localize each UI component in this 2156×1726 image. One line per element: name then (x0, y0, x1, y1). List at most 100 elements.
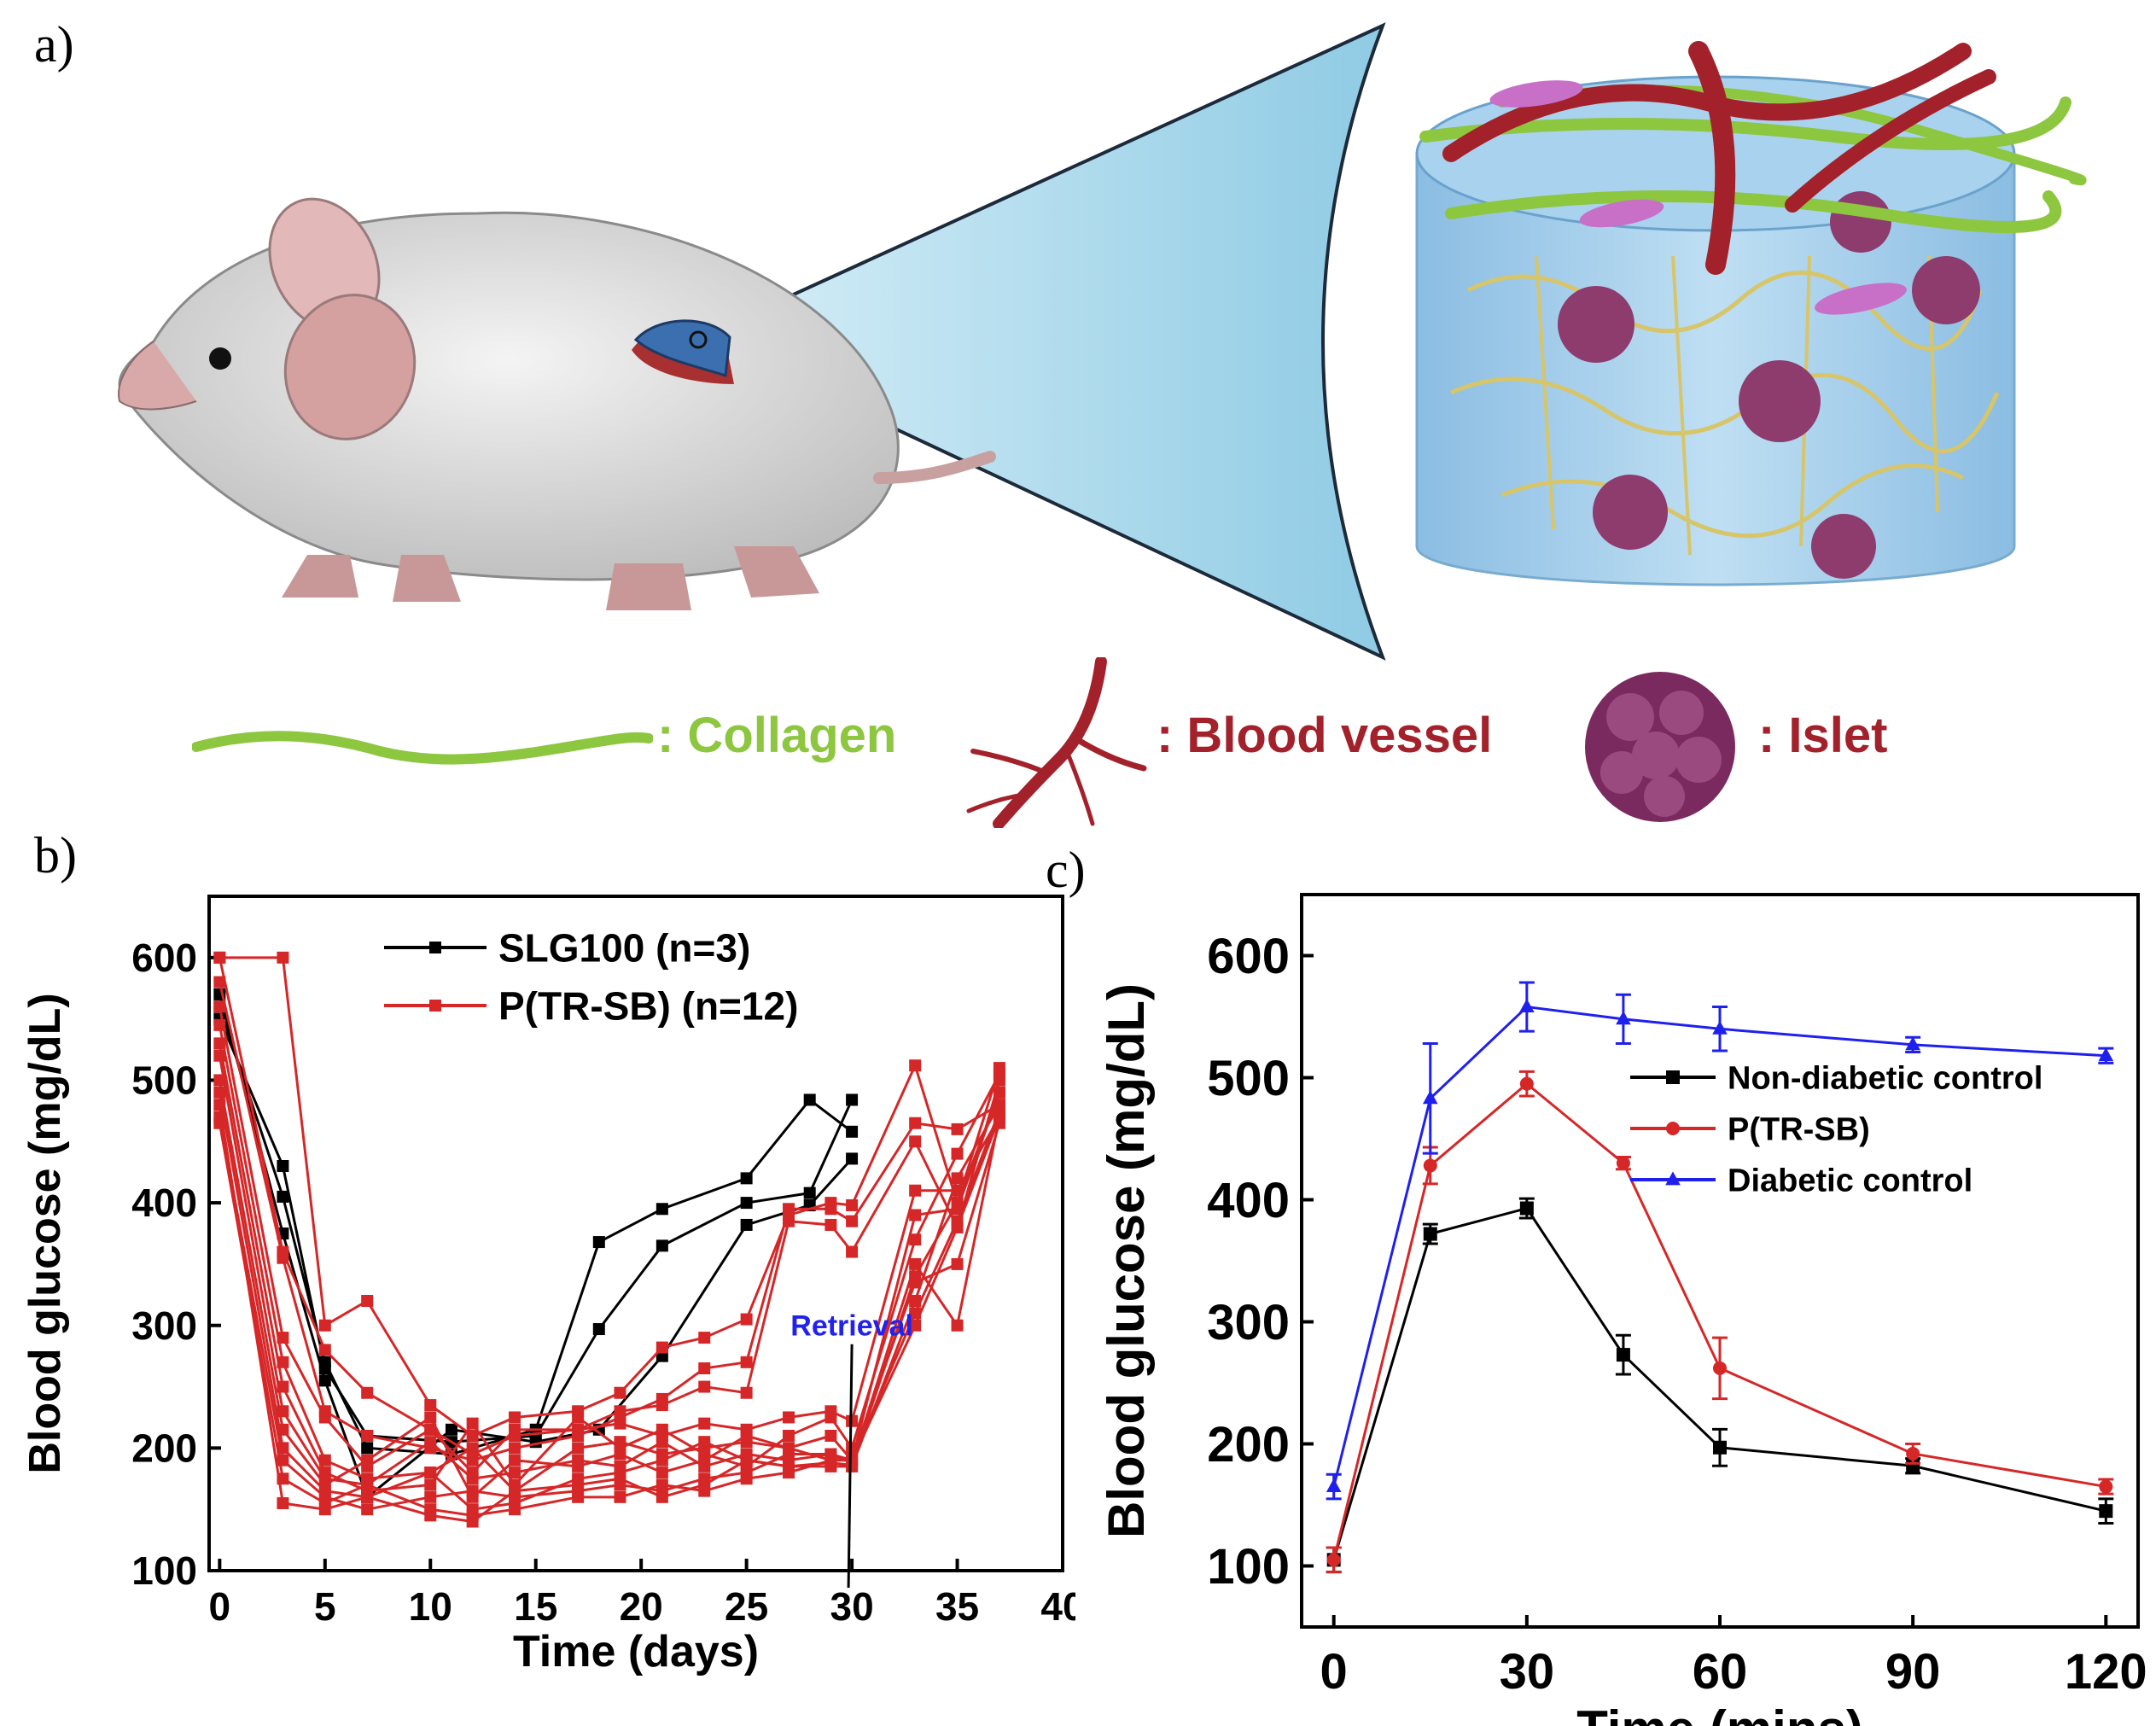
y-tick-label: 100 (131, 1548, 197, 1593)
series-1 (1326, 1070, 2114, 1574)
data-point (698, 1332, 711, 1344)
data-point (698, 1362, 711, 1374)
legend-label: Diabetic control (1728, 1163, 1972, 1199)
data-point (909, 1257, 922, 1270)
data-point (466, 1515, 479, 1528)
data-point (466, 1417, 479, 1430)
x-tick-label: 120 (2065, 1644, 2147, 1700)
legend-blood-vessel-label: : Blood vessel (1157, 708, 1493, 763)
series-10 (213, 1074, 1005, 1503)
series-line (1332, 1082, 2106, 1560)
data-point (740, 1172, 753, 1185)
data-point (424, 1423, 437, 1436)
data-point (740, 1313, 753, 1326)
data-point (951, 1257, 964, 1270)
series-0 (213, 1012, 859, 1449)
data-point (846, 1215, 859, 1227)
data-point (277, 1497, 289, 1509)
panel-label-a: a) (34, 16, 74, 73)
data-point (740, 1386, 753, 1399)
data-point (318, 1411, 331, 1424)
data-point (277, 951, 289, 964)
data-point (509, 1467, 522, 1479)
series-line (218, 982, 1000, 1462)
y-axis-label: Blood glucose (mg/dL) (20, 993, 70, 1473)
data-point (2099, 1479, 2113, 1494)
data-point (424, 1399, 437, 1412)
series-6 (213, 1000, 1005, 1479)
legend-label: P(TR-SB) (n=12) (498, 984, 798, 1029)
legend-collagen-label: : Collagen (657, 708, 897, 763)
data-point (572, 1442, 585, 1455)
data-point (614, 1490, 626, 1503)
data-point (993, 1086, 1005, 1099)
data-point (951, 1172, 964, 1185)
data-point (740, 1218, 753, 1231)
x-tick-label: 0 (1320, 1644, 1348, 1700)
data-point (825, 1411, 837, 1424)
data-point (592, 1236, 605, 1249)
data-point (740, 1356, 753, 1368)
implant-site (632, 319, 734, 384)
data-point (1713, 1440, 1727, 1455)
data-point (656, 1239, 668, 1252)
data-point (424, 1490, 437, 1503)
data-point (656, 1478, 668, 1491)
data-point (909, 1117, 922, 1129)
data-point (656, 1436, 668, 1449)
data-point (318, 1319, 331, 1332)
data-point (909, 1184, 922, 1197)
collagen-fiber-icon (192, 731, 653, 765)
legend-marker (429, 942, 441, 953)
data-point (277, 1160, 289, 1172)
data-point (424, 1436, 437, 1449)
series-line (218, 1092, 1001, 1524)
data-point (318, 1503, 331, 1516)
data-point (424, 1411, 437, 1424)
data-point (1423, 1158, 1437, 1173)
data-point (656, 1490, 668, 1503)
data-point (572, 1423, 585, 1436)
data-point (361, 1386, 374, 1399)
data-point (993, 1111, 1005, 1123)
data-point (213, 1049, 226, 1062)
data-point (909, 1233, 922, 1246)
x-tick-label: 30 (1500, 1644, 1555, 1700)
data-point (951, 1319, 964, 1332)
legend-label: SLG100 (n=3) (498, 926, 750, 971)
data-point (361, 1490, 374, 1503)
series-11 (213, 1086, 1005, 1516)
data-point (1326, 1553, 1341, 1567)
data-point (1519, 1201, 1534, 1216)
data-point (803, 1187, 816, 1199)
data-point (656, 1203, 668, 1216)
series-2 (1326, 981, 2114, 1501)
series-line (218, 1080, 1001, 1500)
series-line (218, 1117, 1001, 1517)
data-point (698, 1380, 711, 1393)
data-point (1616, 1348, 1630, 1362)
data-point (466, 1454, 479, 1467)
x-tick-label: 20 (620, 1584, 663, 1629)
data-point (509, 1411, 522, 1424)
data-point (656, 1423, 668, 1436)
data-point (846, 1459, 859, 1472)
data-point (213, 1018, 226, 1031)
data-point (361, 1442, 374, 1455)
data-point (1713, 1361, 1727, 1375)
y-tick-label: 400 (131, 1181, 197, 1225)
legend-islet-label: : Islet (1758, 708, 1888, 763)
data-point (445, 1423, 457, 1436)
data-point (466, 1442, 479, 1455)
series-line (218, 1006, 1001, 1475)
y-tick-label: 600 (131, 936, 197, 980)
retrieval-arrow (847, 1344, 854, 1589)
data-point (951, 1147, 964, 1160)
series-5 (213, 976, 1005, 1467)
illustration-legend: : Collagen : Blood vessel : Islet (0, 649, 2156, 845)
data-point (361, 1454, 374, 1467)
panel-label-b: b) (34, 827, 77, 883)
data-point (846, 1093, 859, 1106)
data-point (1326, 1478, 1342, 1492)
data-point (361, 1503, 374, 1516)
